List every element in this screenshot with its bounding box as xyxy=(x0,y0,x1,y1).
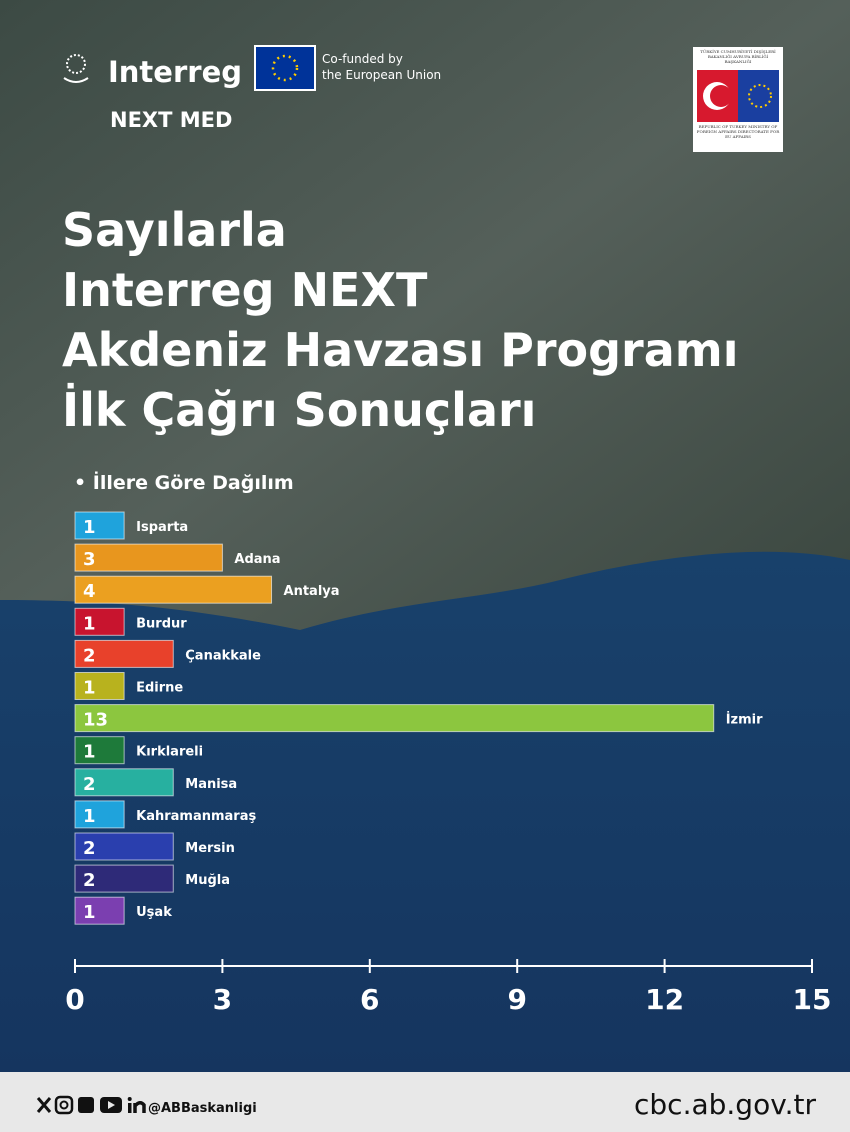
eu-flag xyxy=(254,45,316,91)
value-label: 2 xyxy=(83,870,96,891)
ministry-logo: TÜRKİYE CUMHURİYETİ DIŞİŞLERİ BAKANLIĞI … xyxy=(693,47,783,152)
bar xyxy=(74,672,125,700)
x-tick-label: 3 xyxy=(213,983,232,1016)
bar xyxy=(74,736,125,765)
bar xyxy=(74,639,174,668)
website: cbc.ab.gov.tr xyxy=(634,1088,816,1121)
bar xyxy=(74,896,125,925)
bar xyxy=(74,511,125,540)
ministry-tr: TÜRKİYE CUMHURİYETİ DIŞİŞLERİ BAKANLIĞI … xyxy=(700,49,776,64)
value-label: 1 xyxy=(83,902,96,923)
x-tick-label: 15 xyxy=(793,983,832,1016)
category-label: Kırklareli xyxy=(136,745,203,760)
x-tick-label: 12 xyxy=(645,983,684,1016)
program: NEXT MED xyxy=(110,108,232,132)
category-label: Manisa xyxy=(185,777,237,792)
land-background xyxy=(0,0,850,630)
x-tick-label: 6 xyxy=(360,983,379,1016)
bar xyxy=(74,768,174,797)
bar xyxy=(74,543,223,572)
value-label: 1 xyxy=(83,613,96,634)
x-tick-label: 9 xyxy=(507,983,526,1016)
category-label: Edirne xyxy=(136,681,183,696)
x-tick-label: 0 xyxy=(65,983,84,1016)
category-label: Antalya xyxy=(284,584,340,599)
ministry-en: REPUBLIC OF TURKEY MINISTRY OF FOREIGN A… xyxy=(696,124,780,139)
value-label: 1 xyxy=(83,742,96,763)
value-label: 3 xyxy=(83,549,96,570)
social-handle: @ABBaskanligi xyxy=(148,1101,257,1116)
category-label: Çanakkale xyxy=(185,648,261,663)
value-label: 13 xyxy=(83,710,108,731)
category-label: Adana xyxy=(234,552,280,567)
cofund-line: the European Union xyxy=(322,68,441,82)
category-label: Isparta xyxy=(136,520,188,535)
bar xyxy=(74,800,125,829)
bar xyxy=(74,832,174,861)
title-line: Sayılarla xyxy=(62,203,287,257)
value-label: 4 xyxy=(83,581,96,602)
value-label: 1 xyxy=(83,517,96,538)
value-label: 2 xyxy=(83,774,96,795)
social-icons xyxy=(36,1095,146,1115)
bar xyxy=(74,575,273,604)
value-label: 1 xyxy=(83,806,96,827)
category-label: Muğla xyxy=(185,873,230,888)
title-line: Akdeniz Havzası Programı xyxy=(62,323,738,377)
subtitle: • İllere Göre Dağılım xyxy=(74,470,294,494)
bar xyxy=(74,864,174,893)
category-label: Mersin xyxy=(185,841,235,856)
bar xyxy=(74,607,125,636)
value-label: 1 xyxy=(83,678,96,699)
category-label: Uşak xyxy=(136,905,172,920)
cofund-line: Co-funded by xyxy=(322,52,403,66)
value-label: 2 xyxy=(83,838,96,859)
title-line: Interreg NEXT xyxy=(62,263,428,317)
title-line: İlk Çağrı Sonuçları xyxy=(62,383,536,437)
brand: Interreg xyxy=(108,55,242,89)
category-label: Burdur xyxy=(136,616,187,631)
category-label: İzmir xyxy=(726,712,763,728)
bar xyxy=(74,704,715,733)
value-label: 2 xyxy=(83,645,96,666)
category-label: Kahramanmaraş xyxy=(136,809,256,824)
interreg-icon xyxy=(63,54,89,83)
